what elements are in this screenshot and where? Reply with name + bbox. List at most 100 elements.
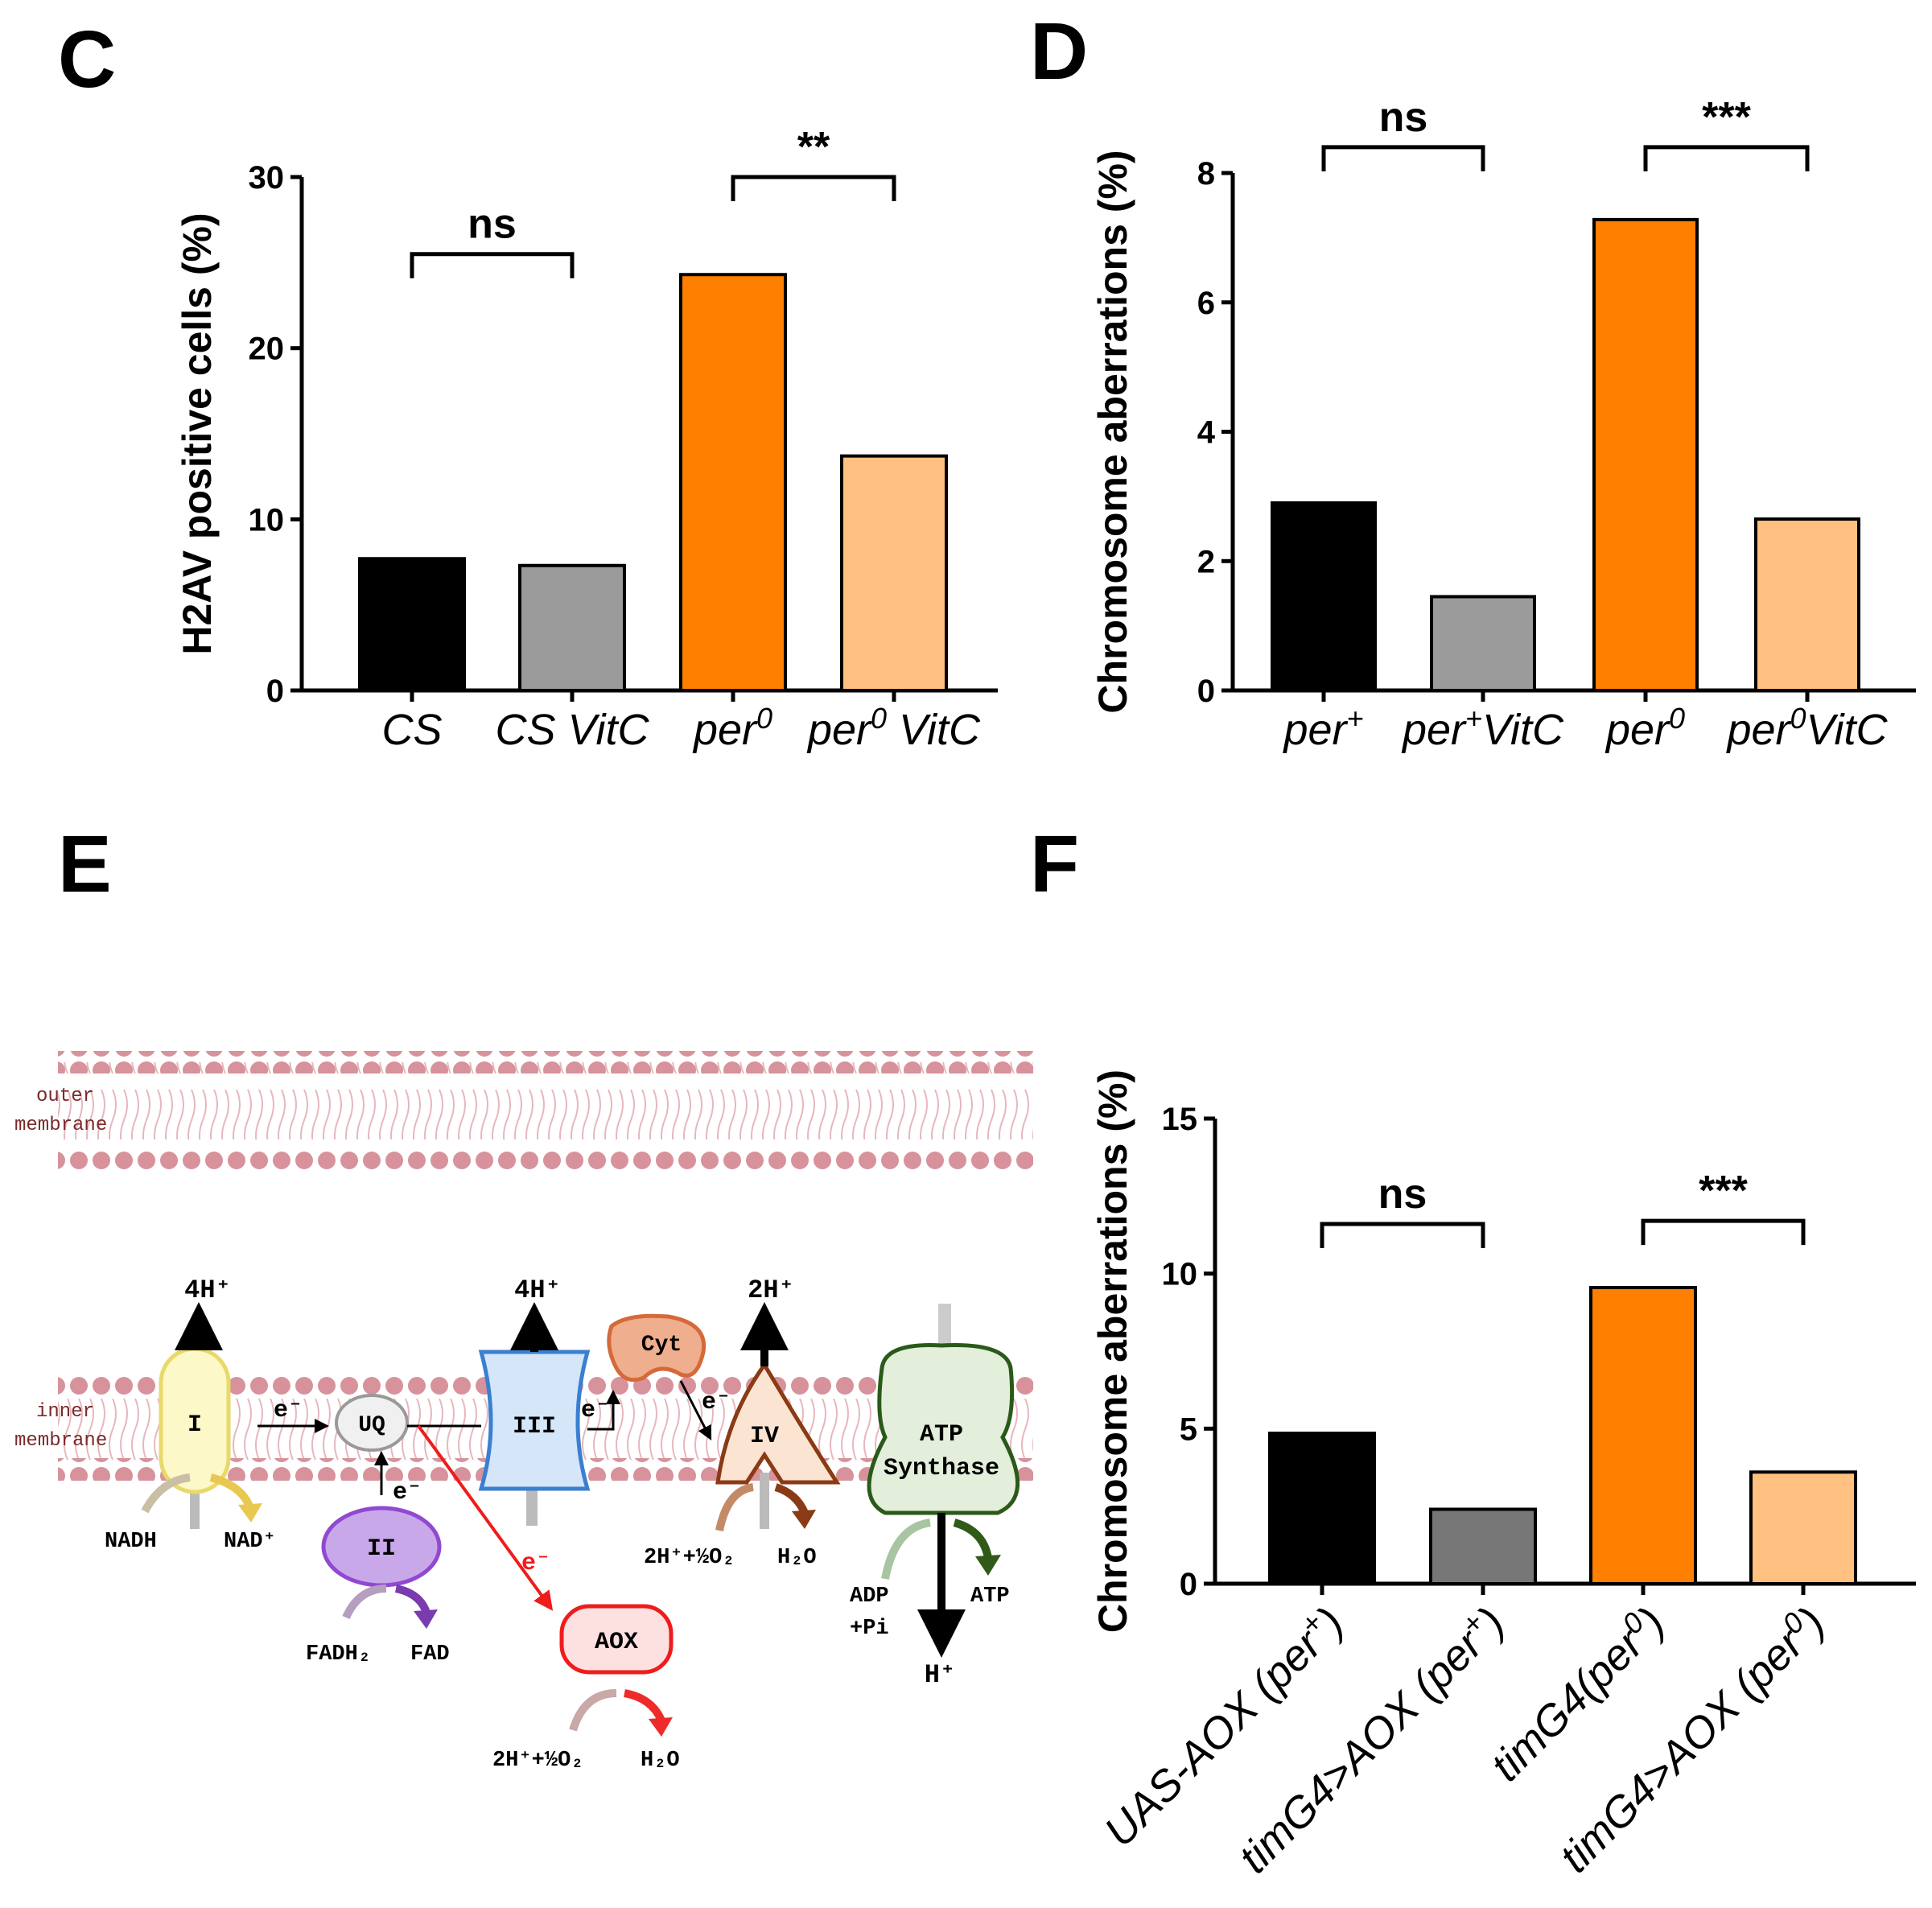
y-tick-label: 10 bbox=[1162, 1257, 1198, 1292]
electron-transport-diagram: outer membrane inner membrane I 4H⁺ NADH… bbox=[14, 1051, 1033, 1773]
chart-panel-d: 0 2 4 6 8 Chromosome aberrations (%) per+ per+V… bbox=[1090, 94, 1916, 754]
bar bbox=[679, 273, 787, 693]
y-axis-label: H2AV positive cells (%) bbox=[175, 212, 220, 654]
electron-label-3: e⁻ bbox=[581, 1397, 610, 1424]
significance-label: ns bbox=[468, 201, 517, 248]
inner-membrane-label-1: inner bbox=[36, 1401, 94, 1423]
outer-membrane-label-1: outer bbox=[36, 1086, 94, 1107]
atp-synthase-label-1: ATP bbox=[920, 1421, 963, 1449]
pi-label: +Pi bbox=[850, 1617, 889, 1641]
complex-iv-label: IV bbox=[750, 1423, 779, 1450]
bar bbox=[358, 557, 466, 692]
iv-output-label: H₂O bbox=[777, 1546, 817, 1570]
complex-iv-shape bbox=[715, 1361, 841, 1485]
significance-label: ns bbox=[1378, 1171, 1427, 1218]
nad-label: NAD⁺ bbox=[224, 1530, 276, 1554]
bar bbox=[840, 454, 948, 692]
bar bbox=[518, 563, 626, 693]
significance-bracket bbox=[731, 175, 896, 201]
y-axis-label: Chromosome aberrations (%) bbox=[1090, 150, 1135, 713]
panel-letter-f: F bbox=[1030, 819, 1079, 909]
aox-output-label: H₂O bbox=[641, 1749, 680, 1773]
fadh2-label: FADH₂ bbox=[306, 1642, 371, 1667]
bar bbox=[1592, 217, 1699, 692]
atp-synthase-label-2: Synthase bbox=[884, 1455, 999, 1482]
category-label: timG4>AOX (per+) bbox=[1226, 1595, 1514, 1882]
y-tick-label: 10 bbox=[249, 502, 285, 538]
y-axis-label: Chromosome aberrations (%) bbox=[1090, 1069, 1135, 1633]
complex-iii-label: III bbox=[513, 1413, 556, 1440]
y-tick-label: 4 bbox=[1197, 415, 1216, 451]
panel-letter-e: E bbox=[58, 819, 112, 909]
complex-ii-label: II bbox=[367, 1535, 396, 1563]
y-tick-label: 2 bbox=[1197, 544, 1215, 579]
category-label: per0VitC bbox=[1725, 702, 1888, 755]
bar bbox=[1271, 501, 1377, 692]
bar bbox=[1589, 1286, 1697, 1586]
category-label: per+ bbox=[1282, 702, 1363, 755]
cytochrome-c-shape bbox=[607, 1313, 706, 1383]
significance-label: ** bbox=[797, 124, 830, 171]
aox-input-label: 2H⁺+½O₂ bbox=[492, 1749, 583, 1773]
ubiquinone-label: UQ bbox=[358, 1413, 385, 1438]
panel-letter-c: C bbox=[58, 14, 116, 105]
cytochrome-c-label: Cyt bbox=[641, 1333, 682, 1358]
significance-bracket bbox=[410, 252, 575, 278]
y-tick-label: 5 bbox=[1180, 1411, 1197, 1447]
electron-label-2: e⁻ bbox=[393, 1479, 422, 1506]
complex-iii-shape bbox=[478, 1350, 591, 1491]
y-tick-label: 20 bbox=[249, 332, 285, 367]
inner-membrane-label-2: membrane bbox=[14, 1430, 107, 1452]
significance-label: *** bbox=[1699, 1168, 1748, 1214]
category-label: CS VitC bbox=[495, 706, 649, 754]
bar bbox=[1754, 517, 1860, 692]
y-tick-label: 0 bbox=[266, 674, 284, 709]
y-tick-label: 6 bbox=[1197, 286, 1215, 321]
y-tick-label: 0 bbox=[1197, 674, 1215, 709]
proton-label-iv: 2H⁺ bbox=[748, 1275, 794, 1305]
proton-label-iii: 4H⁺ bbox=[514, 1275, 561, 1305]
electron-label-4: e⁻ bbox=[702, 1389, 731, 1416]
electron-label-1: e⁻ bbox=[274, 1397, 303, 1424]
bar bbox=[1268, 1432, 1376, 1585]
nadh-label: NADH bbox=[105, 1530, 157, 1554]
significance-label: *** bbox=[1702, 94, 1751, 141]
aox-shape bbox=[559, 1604, 674, 1675]
atp-label: ATP bbox=[970, 1585, 1010, 1609]
outer-membrane-label-2: membrane bbox=[14, 1115, 107, 1136]
category-label: CS bbox=[381, 706, 442, 754]
electron-label-aox: e⁻ bbox=[521, 1550, 550, 1577]
outer-membrane bbox=[58, 1051, 1033, 1173]
bar bbox=[1749, 1470, 1857, 1586]
significance-bracket bbox=[1641, 1218, 1806, 1246]
iv-input-label: 2H⁺+½O₂ bbox=[644, 1546, 735, 1570]
y-tick-label: 8 bbox=[1197, 156, 1215, 192]
category-label: timG4>AOX (per0) bbox=[1547, 1595, 1834, 1881]
ubiquinone-shape bbox=[335, 1394, 409, 1452]
category-label: per0 bbox=[1605, 702, 1685, 755]
chart-panel-c: 0 10 20 30 H2AV positive cells (%) CS CS VitC p… bbox=[175, 124, 998, 754]
y-tick-label: 30 bbox=[249, 160, 285, 196]
proton-label-i: 4H⁺ bbox=[184, 1275, 231, 1305]
significance-bracket bbox=[1321, 145, 1485, 171]
y-tick-label: 15 bbox=[1162, 1102, 1198, 1137]
significance-bracket bbox=[1320, 1222, 1485, 1249]
atp-synthase-shape bbox=[867, 1343, 1020, 1515]
aox-label: AOX bbox=[595, 1629, 638, 1656]
panel-letter-d: D bbox=[1030, 6, 1088, 97]
bar bbox=[1430, 595, 1536, 692]
category-label: per+VitC bbox=[1401, 702, 1564, 755]
significance-bracket bbox=[1643, 145, 1810, 171]
proton-label-atp: H⁺ bbox=[925, 1660, 955, 1690]
adp-label: ADP bbox=[850, 1585, 889, 1609]
category-label: per0 VitC bbox=[806, 702, 981, 755]
category-label: per0 bbox=[692, 702, 772, 755]
bar bbox=[1429, 1507, 1537, 1586]
significance-label: ns bbox=[1379, 94, 1428, 141]
fad-label: FAD bbox=[410, 1642, 450, 1667]
complex-i-label: I bbox=[187, 1411, 202, 1439]
y-tick-label: 0 bbox=[1180, 1567, 1197, 1602]
